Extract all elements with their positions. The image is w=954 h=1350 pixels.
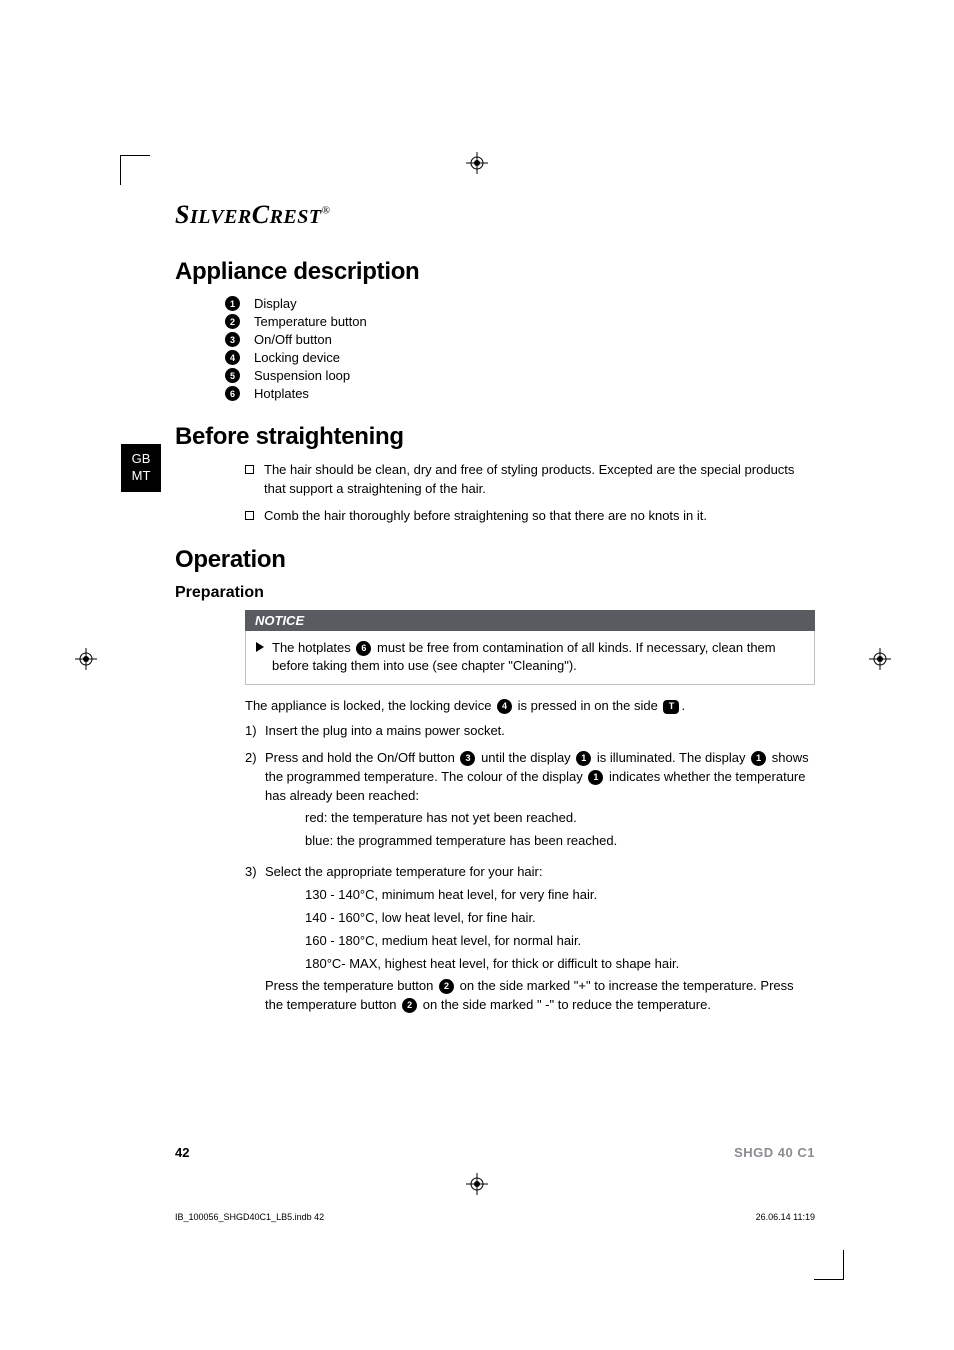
part-ref-icon: 2 bbox=[402, 998, 417, 1013]
step-item: 1) Insert the plug into a mains power so… bbox=[245, 722, 815, 741]
part-number-icon: 3 bbox=[225, 332, 240, 347]
registration-mark-icon bbox=[869, 648, 891, 670]
part-label: Locking device bbox=[254, 350, 340, 365]
step-number: 2) bbox=[245, 749, 265, 855]
lang-mt: MT bbox=[132, 468, 151, 485]
step-text: Insert the plug into a mains power socke… bbox=[265, 722, 815, 741]
imprint-date: 26.06.14 11:19 bbox=[756, 1212, 815, 1222]
registration-mark-icon bbox=[466, 152, 488, 174]
brand-logo: SILVERCREST® bbox=[175, 200, 815, 230]
part-item: 1 Display bbox=[225, 296, 815, 311]
imprint-line: IB_100056_SHGD40C1_LB5.indb 42 26.06.14 … bbox=[175, 1212, 815, 1222]
bullet-text: The hair should be clean, dry and free o… bbox=[264, 461, 815, 499]
notice-text: The hotplates 6 must be free from contam… bbox=[272, 639, 804, 677]
lang-gb: GB bbox=[132, 451, 151, 468]
step-item: 3) Select the appropriate temperature fo… bbox=[245, 863, 815, 1015]
heading-preparation: Preparation bbox=[175, 584, 815, 602]
part-item: 6 Hotplates bbox=[225, 386, 815, 401]
heading-operation: Operation bbox=[175, 546, 815, 574]
sub-item: 140 - 160°C, low heat level, for fine ha… bbox=[305, 909, 815, 928]
part-label: On/Off button bbox=[254, 332, 332, 347]
step-sublist: 130 - 140°C, minimum heat level, for ver… bbox=[305, 886, 815, 973]
part-item: 2 Temperature button bbox=[225, 314, 815, 329]
bullet-item: The hair should be clean, dry and free o… bbox=[245, 461, 815, 499]
part-item: 3 On/Off button bbox=[225, 332, 815, 347]
step-number: 1) bbox=[245, 722, 265, 741]
parts-list: 1 Display 2 Temperature button 3 On/Off but… bbox=[225, 296, 815, 401]
part-number-icon: 4 bbox=[225, 350, 240, 365]
part-ref-icon: 4 bbox=[497, 699, 512, 714]
part-label: Display bbox=[254, 296, 297, 311]
part-ref-icon: 2 bbox=[439, 979, 454, 994]
part-ref-icon: 6 bbox=[356, 641, 371, 656]
language-tab: GB MT bbox=[121, 444, 161, 492]
bullet-text: Comb the hair thoroughly before straight… bbox=[264, 507, 815, 526]
step-text: Press and hold the On/Off button 3 until… bbox=[265, 749, 815, 855]
part-ref-icon: 3 bbox=[460, 751, 475, 766]
part-number-icon: 1 bbox=[225, 296, 240, 311]
notice-box: NOTICE The hotplates 6 must be free from… bbox=[245, 610, 815, 686]
part-item: 4 Locking device bbox=[225, 350, 815, 365]
part-number-icon: 5 bbox=[225, 368, 240, 383]
heading-before-straightening: Before straightening bbox=[175, 423, 815, 451]
part-item: 5 Suspension loop bbox=[225, 368, 815, 383]
part-ref-icon: 1 bbox=[588, 770, 603, 785]
step-item: 2) Press and hold the On/Off button 3 un… bbox=[245, 749, 815, 855]
sub-item: 130 - 140°C, minimum heat level, for ver… bbox=[305, 886, 815, 905]
part-label: Hotplates bbox=[254, 386, 309, 401]
locked-text: The appliance is locked, the locking dev… bbox=[245, 697, 815, 716]
sub-item: red: the temperature has not yet been re… bbox=[305, 809, 815, 828]
square-bullet-icon bbox=[245, 511, 254, 520]
triangle-bullet-icon bbox=[256, 642, 264, 652]
registration-mark-icon bbox=[75, 648, 97, 670]
notice-heading: NOTICE bbox=[245, 610, 815, 631]
step-number: 3) bbox=[245, 863, 265, 1015]
bullet-item: Comb the hair thoroughly before straight… bbox=[245, 507, 815, 526]
notice-body: The hotplates 6 must be free from contam… bbox=[245, 631, 815, 686]
crop-mark-tl bbox=[120, 155, 150, 185]
step-continuation: Press the temperature button 2 on the si… bbox=[265, 977, 815, 1015]
before-bullets: The hair should be clean, dry and free o… bbox=[245, 461, 815, 526]
sub-item: 160 - 180°C, medium heat level, for norm… bbox=[305, 932, 815, 951]
imprint-file: IB_100056_SHGD40C1_LB5.indb 42 bbox=[175, 1212, 324, 1222]
step-sublist: red: the temperature has not yet been re… bbox=[305, 809, 815, 851]
preparation-steps: 1) Insert the plug into a mains power so… bbox=[245, 722, 815, 1015]
page-number: 42 bbox=[175, 1145, 189, 1160]
model-number: SHGD 40 C1 bbox=[734, 1145, 815, 1160]
crop-mark-br bbox=[814, 1250, 844, 1280]
square-bullet-icon bbox=[245, 465, 254, 474]
part-label: Temperature button bbox=[254, 314, 367, 329]
page-footer: 42 SHGD 40 C1 bbox=[175, 1145, 815, 1160]
step-text: Select the appropriate temperature for y… bbox=[265, 863, 815, 1015]
part-number-icon: 2 bbox=[225, 314, 240, 329]
registration-mark-icon bbox=[466, 1173, 488, 1195]
heading-appliance-description: Appliance description bbox=[175, 258, 815, 286]
lock-side-icon: T bbox=[663, 700, 679, 714]
part-label: Suspension loop bbox=[254, 368, 350, 383]
page-content: SILVERCREST® Appliance description 1 Disp… bbox=[175, 200, 815, 1023]
part-ref-icon: 1 bbox=[751, 751, 766, 766]
part-number-icon: 6 bbox=[225, 386, 240, 401]
part-ref-icon: 1 bbox=[576, 751, 591, 766]
sub-item: blue: the programmed temperature has bee… bbox=[305, 832, 815, 851]
sub-item: 180°C- MAX, highest heat level, for thic… bbox=[305, 955, 815, 974]
